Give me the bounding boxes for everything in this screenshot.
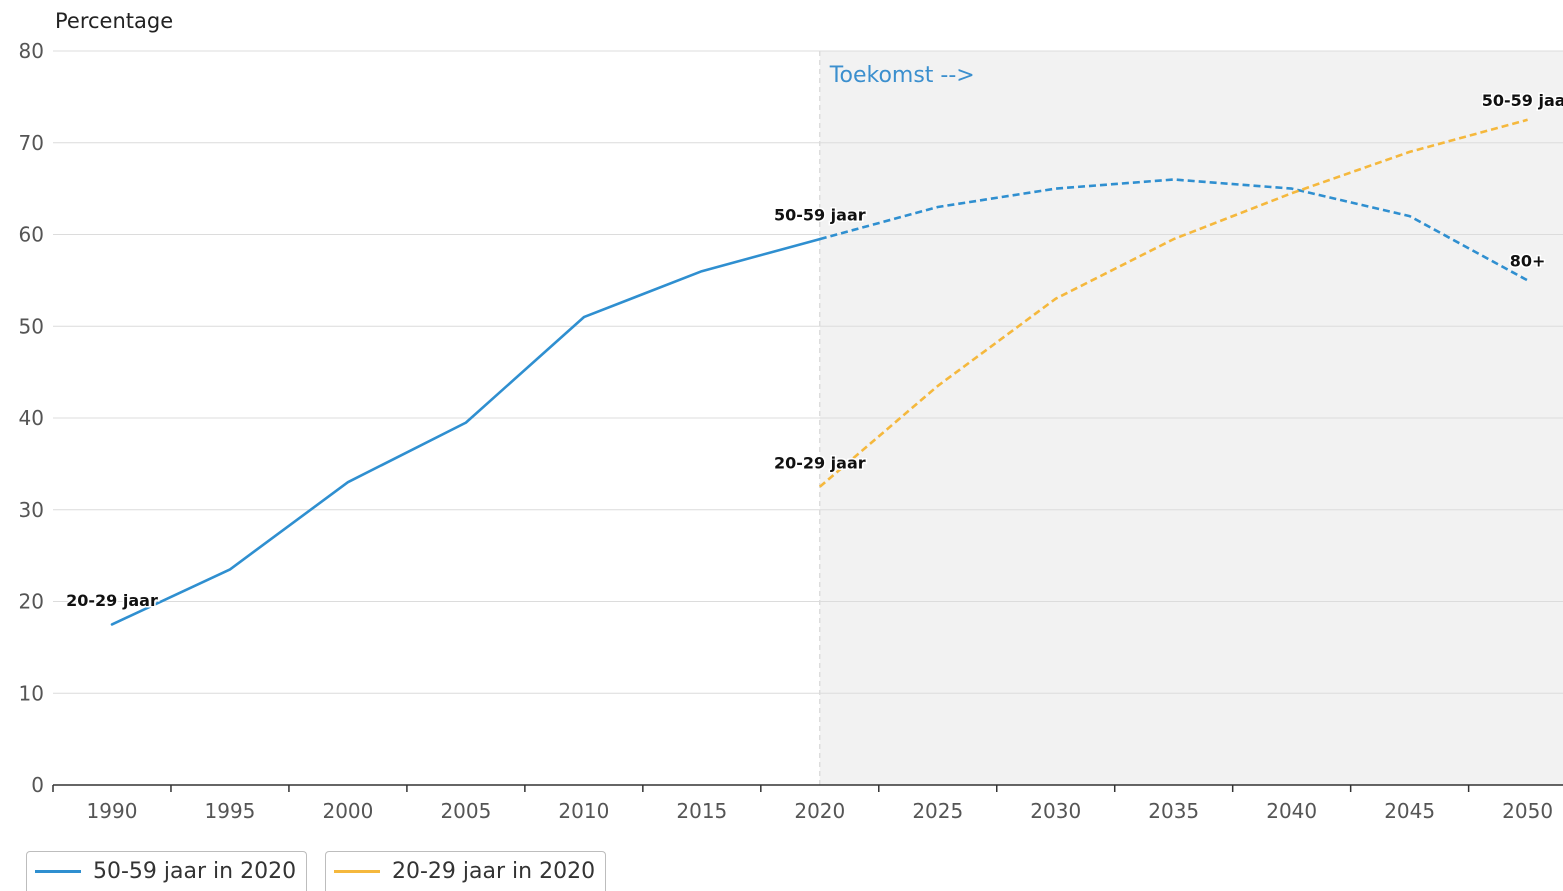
y-tick-label: 70	[19, 131, 44, 155]
x-tick-label: 2030	[1030, 799, 1081, 823]
legend-swatch-blue	[35, 870, 81, 873]
y-tick-label: 10	[19, 681, 44, 705]
future-label: Toekomst -->	[829, 63, 975, 88]
x-tick-label: 2025	[912, 799, 963, 823]
y-axis-title: Percentage	[55, 9, 174, 33]
y-tick-label: 60	[19, 223, 44, 247]
legend-swatch-orange	[334, 870, 380, 873]
y-tick-label: 0	[31, 773, 44, 797]
x-tick-label: 2010	[558, 799, 609, 823]
legend-label: 50-59 jaar in 2020	[93, 859, 297, 884]
annotation-label: 50-59 jaar	[774, 206, 866, 225]
x-tick-label: 1995	[205, 799, 256, 823]
legend-label: 20-29 jaar in 2020	[392, 859, 596, 884]
y-tick-label: 20	[19, 590, 44, 614]
x-tick-label: 2000	[322, 799, 373, 823]
x-tick-label: 2035	[1148, 799, 1199, 823]
x-tick-label: 2050	[1502, 799, 1553, 823]
annotation-label: 50-59 jaar	[1482, 91, 1563, 110]
series-line-projection-1	[818, 118, 1528, 488]
series-line-projection-0	[819, 178, 1529, 282]
annotation-label: 80+	[1510, 252, 1546, 271]
x-tick-label: 1990	[87, 799, 138, 823]
series-line-historical-0	[110, 237, 822, 626]
x-tick-label: 2015	[676, 799, 727, 823]
y-tick-label: 40	[19, 406, 44, 430]
y-tick-label: 30	[19, 498, 44, 522]
legend-item-50-59[interactable]: 50-59 jaar in 2020	[26, 851, 308, 891]
y-tick-label: 80	[19, 39, 44, 63]
x-tick-label: 2040	[1266, 799, 1317, 823]
annotation-label: 20-29 jaar	[66, 591, 158, 610]
legend-item-20-29[interactable]: 20-29 jaar in 2020	[325, 851, 607, 891]
x-tick-label: 2020	[794, 799, 845, 823]
x-tick-label: 2005	[440, 799, 491, 823]
x-tick-label: 2045	[1384, 799, 1435, 823]
annotation-label: 20-29 jaar	[774, 453, 866, 472]
y-tick-label: 50	[19, 314, 44, 338]
